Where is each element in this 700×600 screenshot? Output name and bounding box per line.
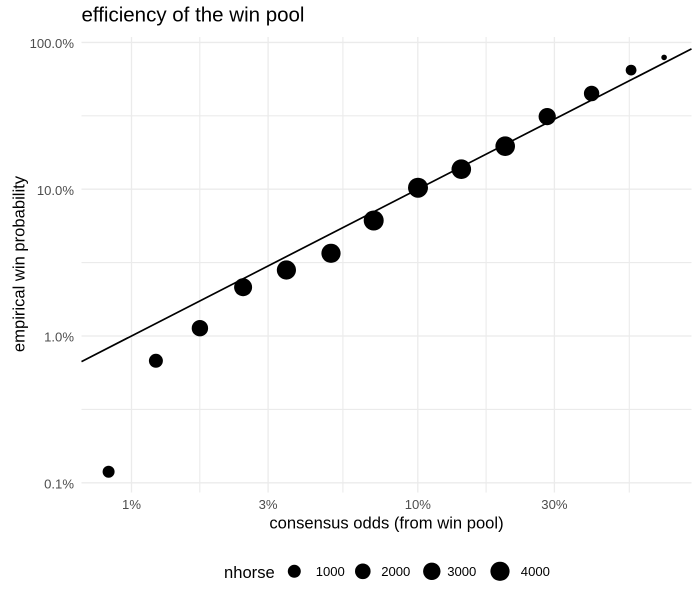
svg-text:30%: 30% [541,497,568,512]
svg-text:efficiency of the win pool: efficiency of the win pool [82,4,305,27]
svg-text:1.0%: 1.0% [44,330,74,345]
svg-text:2000: 2000 [381,564,410,579]
svg-text:0.1%: 0.1% [44,476,74,491]
svg-text:nhorse: nhorse [224,563,275,582]
svg-text:10%: 10% [405,497,432,512]
svg-text:1000: 1000 [316,564,345,579]
svg-text:100.0%: 100.0% [30,36,75,51]
svg-text:1%: 1% [122,497,141,512]
svg-text:3%: 3% [259,497,278,512]
svg-text:10.0%: 10.0% [37,183,74,198]
svg-text:consensus odds (from win pool): consensus odds (from win pool) [269,514,503,533]
svg-text:empirical win probability: empirical win probability [10,175,29,352]
svg-text:4000: 4000 [521,564,550,579]
svg-text:3000: 3000 [447,564,476,579]
